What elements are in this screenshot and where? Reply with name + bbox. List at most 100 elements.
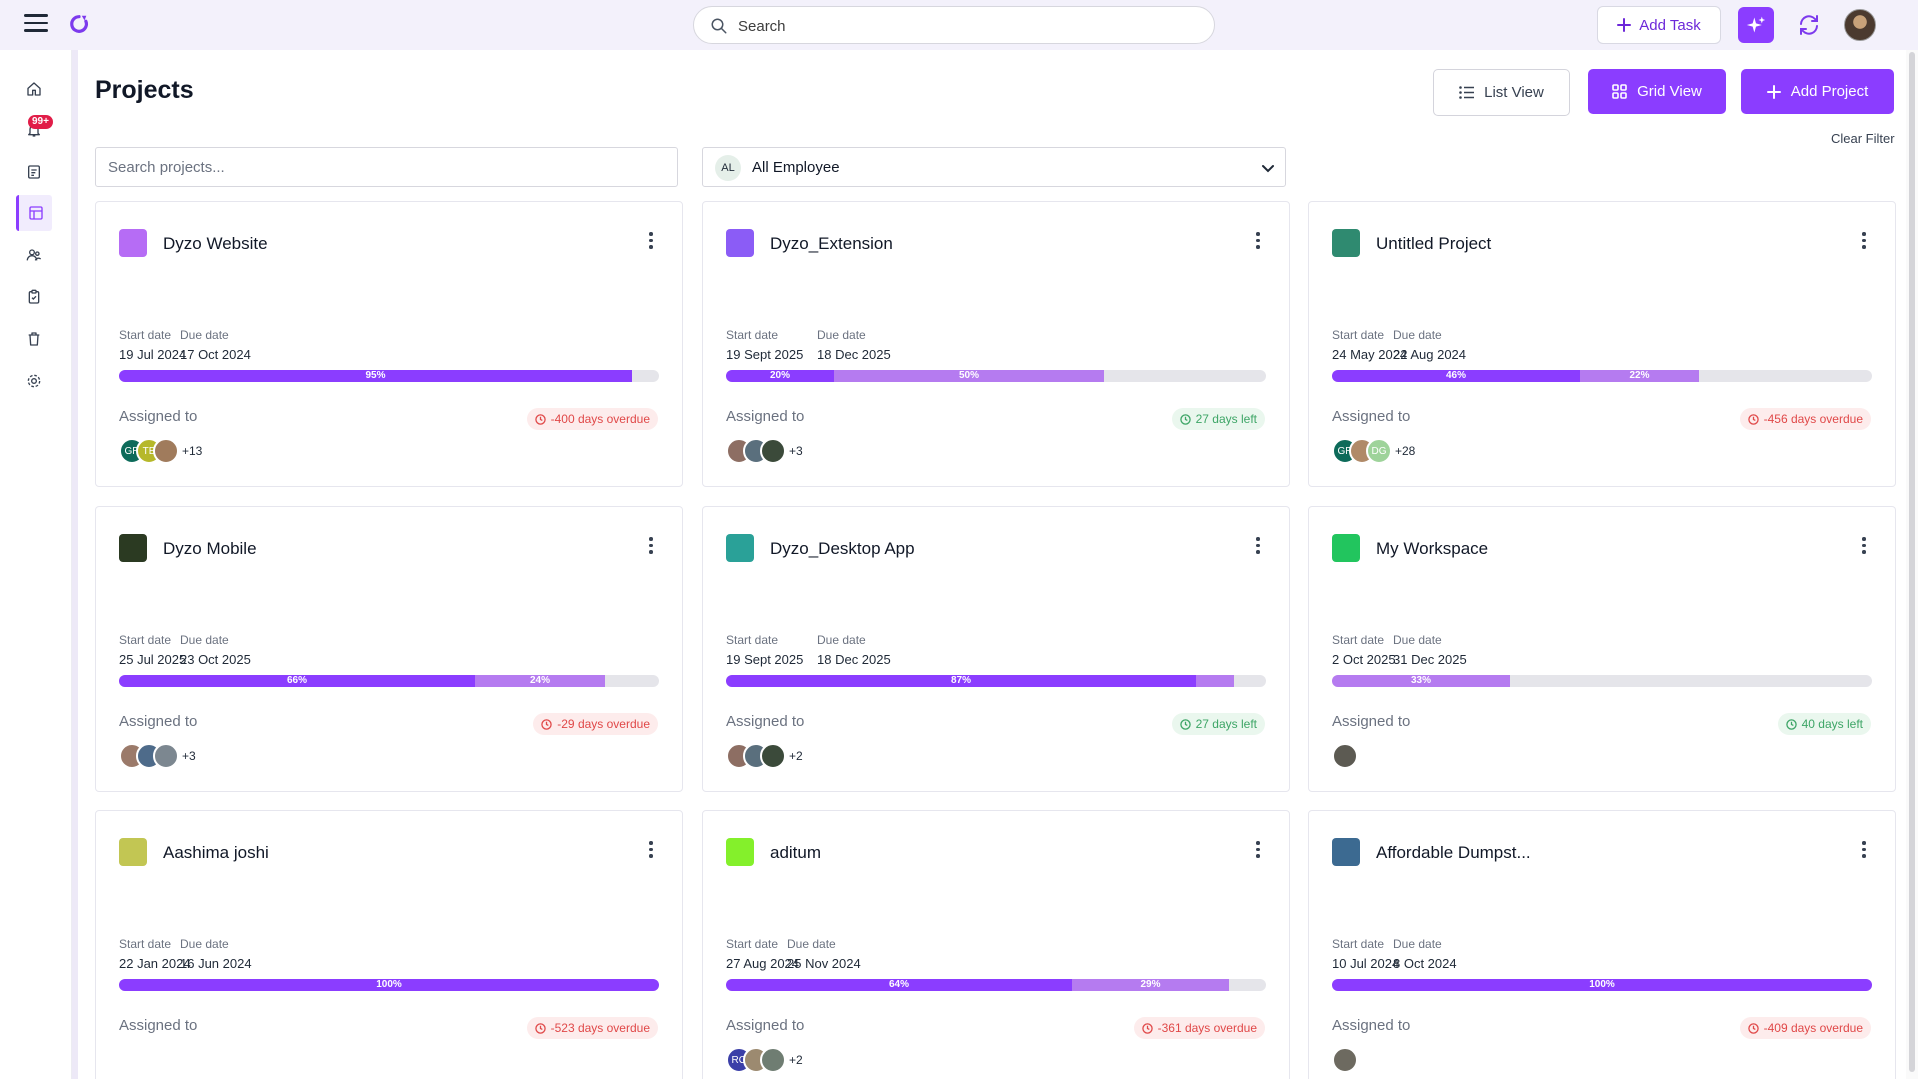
refresh-icon[interactable]: [1797, 13, 1821, 37]
add-task-button[interactable]: Add Task: [1597, 6, 1721, 44]
more-options-icon[interactable]: [646, 841, 656, 859]
sidebar-item-team[interactable]: [16, 237, 52, 273]
grid-view-button[interactable]: Grid View: [1588, 69, 1726, 114]
project-name[interactable]: Untitled Project: [1376, 234, 1492, 253]
project-search[interactable]: [95, 147, 678, 187]
assignee-avatar[interactable]: DG: [1366, 438, 1392, 464]
project-card[interactable]: My Workspace Start date Due date 2 Oct 2025…: [1308, 506, 1896, 792]
plus-icon: [1766, 84, 1781, 99]
more-assignees-count[interactable]: +13: [182, 444, 203, 458]
project-name[interactable]: Affordable Dumpst...: [1376, 843, 1531, 862]
global-search-input[interactable]: [738, 16, 1198, 36]
add-task-label: Add Task: [1639, 16, 1701, 34]
assignee-avatars[interactable]: +3: [119, 743, 196, 769]
assignee-avatars[interactable]: +2: [726, 743, 803, 769]
clear-filter-link[interactable]: Clear Filter: [1831, 131, 1895, 146]
more-options-icon[interactable]: [1253, 841, 1263, 859]
due-date: 25 Nov 2024: [787, 956, 861, 971]
project-search-input[interactable]: [96, 148, 677, 186]
progress-bar: 46% 22%: [1332, 370, 1872, 382]
task-list-icon: [28, 165, 40, 179]
progress-segment-in-progress: 22%: [1580, 370, 1699, 382]
project-color-swatch: [726, 838, 754, 866]
list-view-label: List View: [1484, 84, 1544, 101]
assignee-avatars[interactable]: +3: [726, 438, 803, 464]
menu-icon[interactable]: [24, 14, 48, 34]
more-options-icon[interactable]: [1859, 232, 1869, 250]
start-date-label: Start date: [119, 633, 172, 647]
project-card[interactable]: Untitled Project Start date Due date 24 May…: [1308, 201, 1896, 487]
progress-bar: 87%: [726, 675, 1266, 687]
start-date-label: Start date: [1332, 328, 1385, 342]
due-status-text: 40 days left: [1801, 717, 1863, 731]
more-assignees-count[interactable]: +28: [1395, 444, 1416, 458]
project-name[interactable]: aditum: [770, 843, 822, 862]
project-card[interactable]: Affordable Dumpst... Start date Due date 10…: [1308, 810, 1896, 1079]
project-name[interactable]: Aashima joshi: [163, 843, 269, 862]
list-view-button[interactable]: List View: [1433, 69, 1570, 116]
add-project-label: Add Project: [1790, 83, 1869, 100]
more-options-icon[interactable]: [1859, 841, 1869, 859]
project-name[interactable]: Dyzo_Desktop App: [770, 539, 915, 558]
project-card[interactable]: Dyzo_Desktop App Start date Due date 19 Sep…: [702, 506, 1290, 792]
project-name[interactable]: Dyzo Website: [163, 234, 268, 253]
more-assignees-count[interactable]: +2: [789, 1053, 803, 1067]
project-card[interactable]: aditum Start date Due date 27 Aug 2024 25 No…: [702, 810, 1290, 1079]
team-icon: [26, 249, 42, 261]
more-assignees-count[interactable]: +3: [182, 749, 196, 763]
sidebar-item-projects[interactable]: [16, 195, 52, 231]
project-card[interactable]: Dyzo Website Start date Due date 19 Jul 202…: [95, 201, 683, 487]
project-card[interactable]: Aashima joshi Start date Due date 22 Jan 20…: [95, 810, 683, 1079]
project-color-swatch: [1332, 838, 1360, 866]
assigned-to-label: Assigned to: [1332, 1017, 1411, 1034]
assignee-avatar[interactable]: [760, 438, 786, 464]
more-options-icon[interactable]: [1859, 537, 1869, 555]
assignee-avatar[interactable]: [1332, 743, 1358, 769]
clock-icon: [534, 1022, 546, 1034]
more-options-icon[interactable]: [1253, 232, 1263, 250]
scrollbar-thumb[interactable]: [1909, 52, 1915, 1072]
more-options-icon[interactable]: [646, 537, 656, 555]
start-date-label: Start date: [726, 937, 779, 951]
more-options-icon[interactable]: [1253, 537, 1263, 555]
assignee-avatar[interactable]: [760, 1047, 786, 1073]
more-assignees-count[interactable]: +2: [789, 749, 803, 763]
sidebar-item-settings[interactable]: [16, 363, 52, 399]
due-status-text: -456 days overdue: [1763, 412, 1863, 426]
sidebar-item-tasks[interactable]: [16, 154, 52, 190]
progress-segment-completed: 66%: [119, 675, 475, 687]
project-card[interactable]: Dyzo Mobile Start date Due date 25 Jul 2025…: [95, 506, 683, 792]
sidebar-item-home[interactable]: [16, 71, 52, 107]
app-logo-icon[interactable]: [68, 13, 90, 35]
sidebar-item-trash[interactable]: [16, 321, 52, 357]
clock-icon: [1179, 718, 1191, 730]
start-date: 25 Jul 2025: [119, 652, 187, 667]
assignee-avatars[interactable]: GR TE +13: [119, 438, 202, 464]
more-assignees-count[interactable]: +3: [789, 444, 803, 458]
user-avatar[interactable]: [1844, 9, 1876, 41]
assignee-avatar[interactable]: [1332, 1047, 1358, 1073]
assignee-avatar[interactable]: [153, 743, 179, 769]
due-status-badge: -409 days overdue: [1739, 1017, 1871, 1039]
assignee-avatar[interactable]: [760, 743, 786, 769]
more-options-icon[interactable]: [646, 232, 656, 250]
employee-filter-select[interactable]: AL All Employee: [702, 147, 1286, 187]
sidebar-item-clipboard[interactable]: [16, 279, 52, 315]
project-name[interactable]: Dyzo_Extension: [770, 234, 893, 253]
assignee-avatars[interactable]: GR DG +28: [1332, 438, 1415, 464]
project-name[interactable]: Dyzo Mobile: [163, 539, 257, 558]
start-date: 2 Oct 2025: [1332, 652, 1396, 667]
global-search[interactable]: [693, 6, 1215, 44]
assignee-avatars[interactable]: RO +2: [726, 1047, 803, 1073]
project-color-swatch: [119, 534, 147, 562]
assignee-avatars[interactable]: [1332, 743, 1358, 769]
start-date: 24 May 2024: [1332, 347, 1408, 362]
project-card[interactable]: Dyzo_Extension Start date Due date 19 Sept …: [702, 201, 1290, 487]
clock-icon: [541, 718, 552, 730]
assignee-avatar[interactable]: [153, 438, 179, 464]
ai-sparkle-button[interactable]: [1738, 7, 1774, 43]
project-name[interactable]: My Workspace: [1376, 539, 1489, 558]
assignee-avatars[interactable]: [1332, 1047, 1358, 1073]
notification-badge: 99+: [28, 115, 53, 129]
add-project-button[interactable]: Add Project: [1741, 69, 1894, 114]
